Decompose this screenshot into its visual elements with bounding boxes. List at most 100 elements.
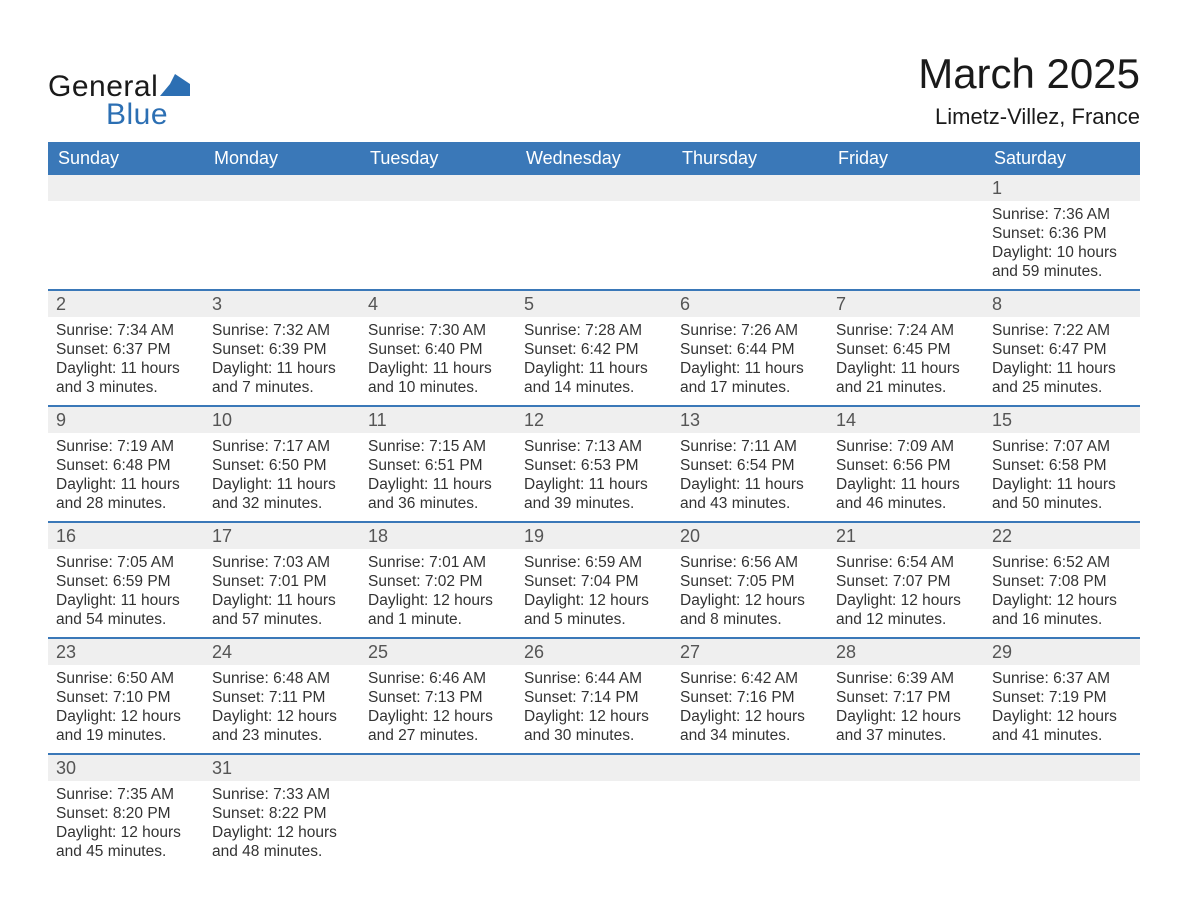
day-body: Sunrise: 7:17 AMSunset: 6:50 PMDaylight:… — [204, 433, 360, 521]
daylight-text: and 32 minutes. — [212, 494, 352, 513]
sunset-text: Sunset: 6:37 PM — [56, 340, 196, 359]
daylight-text: Daylight: 11 hours — [212, 359, 352, 378]
calendar-cell — [48, 175, 204, 289]
sunset-text: Sunset: 7:02 PM — [368, 572, 508, 591]
sunrise-text: Sunrise: 6:59 AM — [524, 553, 664, 572]
daylight-text: Daylight: 11 hours — [680, 475, 820, 494]
sunrise-text: Sunrise: 6:52 AM — [992, 553, 1132, 572]
daylight-text: and 30 minutes. — [524, 726, 664, 745]
calendar-cell: 5Sunrise: 7:28 AMSunset: 6:42 PMDaylight… — [516, 289, 672, 405]
calendar-cell: 11Sunrise: 7:15 AMSunset: 6:51 PMDayligh… — [360, 405, 516, 521]
daylight-text: Daylight: 12 hours — [836, 591, 976, 610]
day-number: 21 — [828, 521, 984, 549]
calendar-cell: 13Sunrise: 7:11 AMSunset: 6:54 PMDayligh… — [672, 405, 828, 521]
day-number: 13 — [672, 405, 828, 433]
day-body: Sunrise: 6:42 AMSunset: 7:16 PMDaylight:… — [672, 665, 828, 753]
daylight-text: and 21 minutes. — [836, 378, 976, 397]
sunrise-text: Sunrise: 7:28 AM — [524, 321, 664, 340]
sunrise-text: Sunrise: 6:44 AM — [524, 669, 664, 688]
dayhead-tue: Tuesday — [360, 142, 516, 175]
sunrise-text: Sunrise: 7:07 AM — [992, 437, 1132, 456]
calendar-cell: 24Sunrise: 6:48 AMSunset: 7:11 PMDayligh… — [204, 637, 360, 753]
day-number: 17 — [204, 521, 360, 549]
day-body: Sunrise: 6:37 AMSunset: 7:19 PMDaylight:… — [984, 665, 1140, 753]
daylight-text: and 10 minutes. — [368, 378, 508, 397]
day-body: Sunrise: 6:48 AMSunset: 7:11 PMDaylight:… — [204, 665, 360, 753]
day-number — [516, 175, 672, 201]
daylight-text: Daylight: 11 hours — [368, 475, 508, 494]
day-number: 28 — [828, 637, 984, 665]
day-body: Sunrise: 7:30 AMSunset: 6:40 PMDaylight:… — [360, 317, 516, 405]
daylight-text: and 36 minutes. — [368, 494, 508, 513]
daylight-text: Daylight: 11 hours — [992, 359, 1132, 378]
daylight-text: and 57 minutes. — [212, 610, 352, 629]
day-body: Sunrise: 7:03 AMSunset: 7:01 PMDaylight:… — [204, 549, 360, 637]
day-body — [360, 201, 516, 289]
day-body: Sunrise: 7:22 AMSunset: 6:47 PMDaylight:… — [984, 317, 1140, 405]
day-body: Sunrise: 7:26 AMSunset: 6:44 PMDaylight:… — [672, 317, 828, 405]
sunset-text: Sunset: 6:53 PM — [524, 456, 664, 475]
daylight-text: and 3 minutes. — [56, 378, 196, 397]
day-body: Sunrise: 6:39 AMSunset: 7:17 PMDaylight:… — [828, 665, 984, 753]
calendar-cell: 9Sunrise: 7:19 AMSunset: 6:48 PMDaylight… — [48, 405, 204, 521]
calendar-cell: 29Sunrise: 6:37 AMSunset: 7:19 PMDayligh… — [984, 637, 1140, 753]
calendar-cell — [984, 753, 1140, 869]
calendar-week: 23Sunrise: 6:50 AMSunset: 7:10 PMDayligh… — [48, 637, 1140, 753]
day-number: 29 — [984, 637, 1140, 665]
day-body: Sunrise: 6:59 AMSunset: 7:04 PMDaylight:… — [516, 549, 672, 637]
daylight-text: Daylight: 12 hours — [680, 591, 820, 610]
sunrise-text: Sunrise: 7:22 AM — [992, 321, 1132, 340]
day-body: Sunrise: 7:34 AMSunset: 6:37 PMDaylight:… — [48, 317, 204, 405]
day-body — [672, 201, 828, 289]
day-body — [672, 781, 828, 869]
calendar-cell: 21Sunrise: 6:54 AMSunset: 7:07 PMDayligh… — [828, 521, 984, 637]
sunset-text: Sunset: 6:59 PM — [56, 572, 196, 591]
calendar-cell: 20Sunrise: 6:56 AMSunset: 7:05 PMDayligh… — [672, 521, 828, 637]
daylight-text: Daylight: 12 hours — [212, 707, 352, 726]
day-number: 1 — [984, 175, 1140, 201]
day-body — [984, 781, 1140, 869]
calendar-cell: 25Sunrise: 6:46 AMSunset: 7:13 PMDayligh… — [360, 637, 516, 753]
sunset-text: Sunset: 6:48 PM — [56, 456, 196, 475]
daylight-text: and 59 minutes. — [992, 262, 1132, 281]
logo: General Blue — [48, 70, 190, 132]
daylight-text: and 8 minutes. — [680, 610, 820, 629]
calendar-cell — [828, 175, 984, 289]
daylight-text: Daylight: 11 hours — [368, 359, 508, 378]
daylight-text: Daylight: 11 hours — [524, 359, 664, 378]
sunset-text: Sunset: 6:40 PM — [368, 340, 508, 359]
daylight-text: Daylight: 11 hours — [212, 475, 352, 494]
daylight-text: and 50 minutes. — [992, 494, 1132, 513]
daylight-text: and 5 minutes. — [524, 610, 664, 629]
daylight-text: Daylight: 12 hours — [524, 591, 664, 610]
day-number: 19 — [516, 521, 672, 549]
sunrise-text: Sunrise: 7:33 AM — [212, 785, 352, 804]
daylight-text: and 17 minutes. — [680, 378, 820, 397]
sunset-text: Sunset: 6:44 PM — [680, 340, 820, 359]
day-number — [204, 175, 360, 201]
day-body: Sunrise: 7:19 AMSunset: 6:48 PMDaylight:… — [48, 433, 204, 521]
calendar-cell: 8Sunrise: 7:22 AMSunset: 6:47 PMDaylight… — [984, 289, 1140, 405]
dayhead-sun: Sunday — [48, 142, 204, 175]
day-body — [516, 781, 672, 869]
daylight-text: and 54 minutes. — [56, 610, 196, 629]
sunrise-text: Sunrise: 6:50 AM — [56, 669, 196, 688]
daylight-text: and 7 minutes. — [212, 378, 352, 397]
calendar-cell: 18Sunrise: 7:01 AMSunset: 7:02 PMDayligh… — [360, 521, 516, 637]
location-text: Limetz-Villez, France — [918, 104, 1140, 130]
sunrise-text: Sunrise: 7:11 AM — [680, 437, 820, 456]
daylight-text: Daylight: 11 hours — [524, 475, 664, 494]
daylight-text: Daylight: 12 hours — [992, 591, 1132, 610]
sunset-text: Sunset: 6:36 PM — [992, 224, 1132, 243]
day-number: 8 — [984, 289, 1140, 317]
daylight-text: and 46 minutes. — [836, 494, 976, 513]
calendar-cell: 27Sunrise: 6:42 AMSunset: 7:16 PMDayligh… — [672, 637, 828, 753]
calendar-cell: 6Sunrise: 7:26 AMSunset: 6:44 PMDaylight… — [672, 289, 828, 405]
daylight-text: and 43 minutes. — [680, 494, 820, 513]
calendar-cell: 7Sunrise: 7:24 AMSunset: 6:45 PMDaylight… — [828, 289, 984, 405]
sunset-text: Sunset: 7:01 PM — [212, 572, 352, 591]
day-body: Sunrise: 7:36 AMSunset: 6:36 PMDaylight:… — [984, 201, 1140, 289]
day-number: 12 — [516, 405, 672, 433]
sunrise-text: Sunrise: 7:26 AM — [680, 321, 820, 340]
day-number: 30 — [48, 753, 204, 781]
